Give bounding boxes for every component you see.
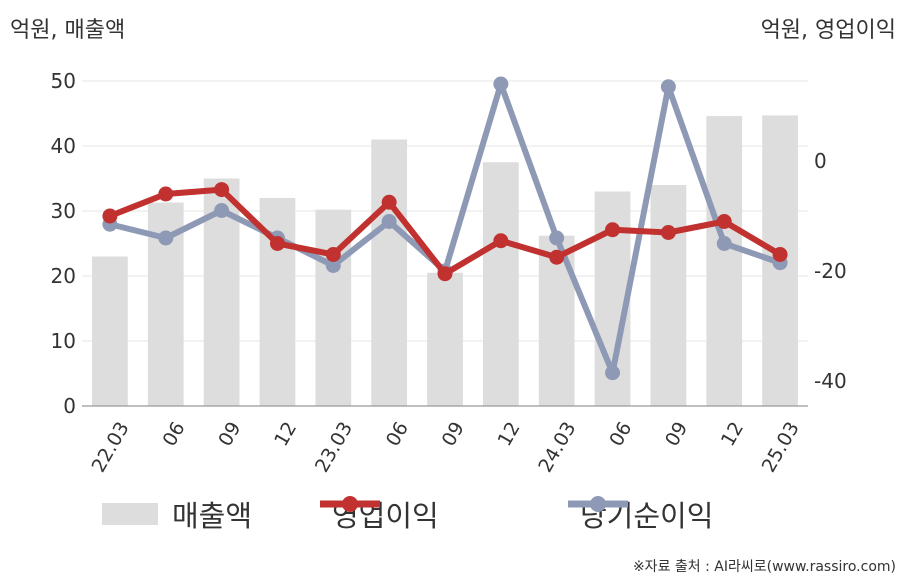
- bar-revenue: [371, 139, 408, 406]
- right-axis-unit-label: 억원, 영업이익: [760, 18, 896, 43]
- bar-revenue: [92, 256, 128, 406]
- point-operating-profit: [269, 236, 285, 251]
- source-note: ※자료 출처 : AI라씨로(www.rassiro.com): [632, 559, 896, 575]
- point-net-income: [381, 214, 397, 229]
- point-net-income: [660, 79, 676, 95]
- point-operating-profit: [605, 222, 621, 238]
- x-tick-label: 09: [438, 418, 469, 450]
- point-operating-profit: [716, 214, 732, 229]
- x-tick-label: 06: [382, 418, 413, 450]
- y-left-tick-label: 50: [51, 69, 76, 93]
- x-tick-label: 22.03: [88, 418, 134, 476]
- point-net-income: [549, 230, 565, 246]
- point-net-income: [214, 203, 230, 218]
- point-net-income: [325, 258, 341, 273]
- bar-revenue: [427, 272, 463, 406]
- x-tick-label: 06: [158, 418, 189, 450]
- point-operating-profit: [214, 182, 230, 198]
- point-operating-profit: [772, 247, 788, 262]
- y-left-tick-label: 0: [63, 394, 76, 418]
- x-tick-label: 12: [717, 418, 748, 450]
- x-tick-label: 23.03: [311, 418, 357, 476]
- bar-revenue: [482, 162, 519, 406]
- bar-revenue: [650, 185, 687, 406]
- point-net-income: [605, 365, 621, 381]
- y-right-tick-label: -40: [814, 369, 847, 393]
- combo-chart: 0 10 20 30 40 50 0 -20 -40 22.03 06 09 12 23.03 06 09 12…: [51, 69, 847, 476]
- legend-swatch-operating-profit: [320, 496, 380, 512]
- point-operating-profit: [102, 208, 118, 224]
- legend-swatch-net-income: [568, 496, 628, 512]
- x-tick-label: 09: [661, 418, 692, 450]
- legend-item-net-income: 당기순이익: [566, 492, 713, 536]
- point-net-income: [493, 76, 509, 92]
- y-left-tick-label: 20: [51, 264, 76, 288]
- y-right-tick-label: -20: [814, 259, 847, 283]
- x-tick-label: 06: [605, 418, 636, 450]
- bar-revenue: [706, 116, 743, 406]
- x-tick-label: 09: [214, 418, 245, 450]
- x-tick-label: 25.03: [758, 418, 804, 476]
- y-left-tick-label: 40: [51, 134, 76, 158]
- x-tick-label: 12: [270, 418, 301, 450]
- legend-item-operating-profit: 영업이익: [318, 492, 439, 536]
- point-net-income: [158, 230, 174, 246]
- x-tick-label: 24.03: [534, 418, 580, 476]
- point-operating-profit: [493, 233, 509, 249]
- point-operating-profit: [325, 247, 341, 262]
- point-net-income: [716, 236, 732, 251]
- legend-item-revenue: 매출액: [102, 492, 252, 536]
- point-operating-profit: [549, 249, 565, 265]
- legend-label-revenue: 매출액: [172, 499, 253, 533]
- point-operating-profit: [158, 186, 174, 202]
- legend-swatch-revenue: [102, 503, 158, 525]
- point-operating-profit: [660, 225, 676, 240]
- x-tick-label: 12: [494, 418, 525, 450]
- y-left-tick-label: 30: [51, 199, 76, 223]
- point-operating-profit: [437, 266, 453, 282]
- y-right-tick-label: 0: [814, 149, 827, 173]
- chart-legend: 매출액 영업이익 당기순이익: [0, 492, 908, 536]
- y-left-tick-label: 10: [51, 329, 76, 353]
- left-axis-unit-label: 억원, 매출액: [10, 18, 126, 43]
- point-operating-profit: [381, 194, 397, 210]
